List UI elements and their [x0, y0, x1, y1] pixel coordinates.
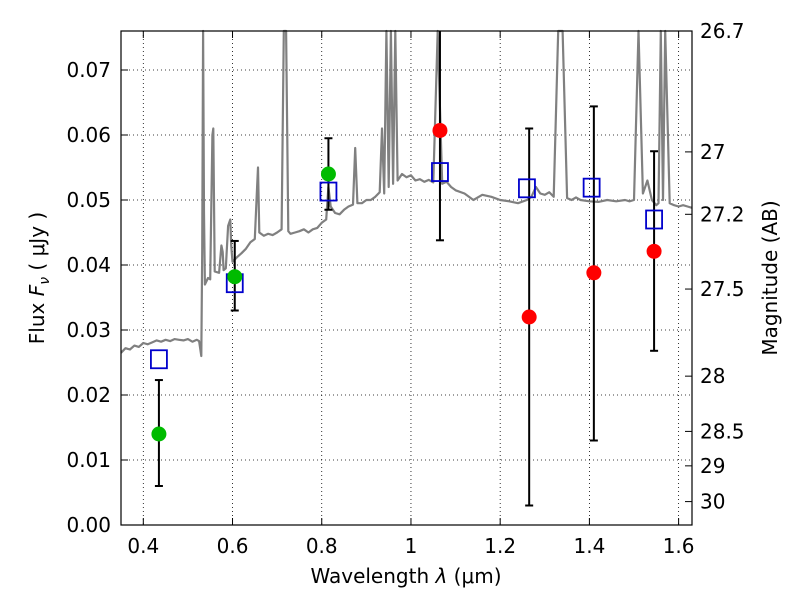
- y-tick-label: 0.01: [66, 448, 111, 472]
- x-tick-label: 0.4: [127, 534, 159, 558]
- model-photometry-square: [518, 178, 536, 199]
- red-data-point: [432, 122, 448, 138]
- y-tick-label: 0.02: [66, 383, 111, 407]
- data-markers: [150, 122, 663, 442]
- y2-tick-label: 28.5: [700, 419, 745, 443]
- y-tick-label: 0.00: [66, 513, 111, 537]
- x-tick-label: 1: [405, 534, 418, 558]
- y2-tick-label: 27: [700, 140, 725, 164]
- spectrum-layer: [120, 29, 693, 358]
- x-tick-label: 1.2: [484, 534, 516, 558]
- y2-tick-label: 29: [700, 454, 725, 478]
- y2-axis-label: Magnitude (AB): [758, 200, 782, 355]
- y2-tick-label: 30: [700, 490, 725, 514]
- x-tick-label: 0.6: [217, 534, 249, 558]
- green-data-point: [227, 269, 243, 285]
- x-tick-label: 0.8: [306, 534, 338, 558]
- plot-frame: [120, 30, 693, 526]
- y-tick-label: 0.06: [66, 123, 111, 147]
- y-tick-label: 0.04: [66, 253, 111, 277]
- red-data-point: [521, 309, 537, 325]
- grid-lines: [121, 31, 692, 525]
- red-data-point: [646, 243, 662, 259]
- spectrum-line: [120, 29, 693, 358]
- y-tick-label: 0.03: [66, 318, 111, 342]
- red-data-point: [586, 265, 602, 281]
- error-bars: [154, 31, 659, 507]
- model-photometry-square: [645, 209, 663, 230]
- y-tick-label: 0.07: [66, 58, 111, 82]
- y2-tick-label: 27.5: [700, 277, 745, 301]
- y2-tick-label: 26.7: [700, 19, 745, 43]
- y-axis-label: Flux Fν ( μJy ): [25, 212, 53, 344]
- y-tick-label: 0.05: [66, 188, 111, 212]
- model-photometry-square: [150, 349, 168, 370]
- y2-tick-label: 28: [700, 364, 725, 388]
- y2-tick-label: 27.2: [700, 202, 745, 226]
- axis-ticks: 0.4 0.6 0.8 1 1.2 1.4 1.6 0.00 0.01 0.02 0.03 0.04 0…: [66, 19, 744, 558]
- green-data-point: [151, 426, 167, 442]
- x-axis-label: Wavelength λ (μm): [310, 564, 501, 588]
- model-photometry-square: [582, 177, 601, 198]
- model-photometry-square: [431, 162, 449, 182]
- green-data-point: [320, 166, 336, 182]
- x-tick-label: 1.4: [573, 534, 605, 558]
- model-photometry-square: [319, 181, 338, 202]
- x-tick-label: 1.6: [663, 534, 695, 558]
